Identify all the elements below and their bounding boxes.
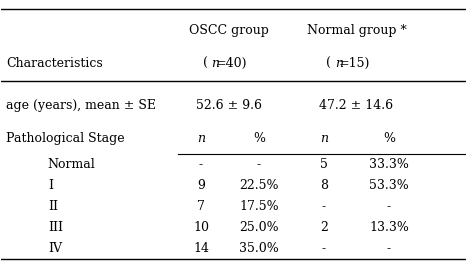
Text: =15): =15)	[339, 57, 370, 70]
Text: n: n	[320, 132, 328, 144]
Text: 7: 7	[197, 200, 205, 213]
Text: 52.6 ± 9.6: 52.6 ± 9.6	[196, 99, 262, 112]
Text: 8: 8	[320, 179, 328, 192]
Text: n: n	[335, 57, 343, 70]
Text: -: -	[257, 158, 261, 171]
Text: Normal group *: Normal group *	[307, 23, 406, 37]
Text: Normal: Normal	[48, 158, 96, 171]
Text: -: -	[387, 200, 391, 213]
Text: IV: IV	[48, 242, 62, 255]
Text: -: -	[322, 242, 326, 255]
Text: 47.2 ± 14.6: 47.2 ± 14.6	[319, 99, 394, 112]
Text: 25.0%: 25.0%	[239, 221, 279, 234]
Text: 13.3%: 13.3%	[369, 221, 409, 234]
Text: n: n	[211, 57, 219, 70]
Text: II: II	[48, 200, 58, 213]
Text: age (years), mean ± SE: age (years), mean ± SE	[6, 99, 156, 112]
Text: %: %	[253, 132, 265, 144]
Text: I: I	[48, 179, 53, 192]
Text: (: (	[203, 57, 208, 70]
Text: -: -	[322, 200, 326, 213]
Text: =40): =40)	[216, 57, 248, 70]
Text: 17.5%: 17.5%	[239, 200, 279, 213]
Text: 53.3%: 53.3%	[369, 179, 409, 192]
Text: 5: 5	[320, 158, 328, 171]
Text: 2: 2	[320, 221, 328, 234]
Text: 22.5%: 22.5%	[239, 179, 279, 192]
Text: 14: 14	[193, 242, 209, 255]
Text: 35.0%: 35.0%	[239, 242, 279, 255]
Text: Pathological Stage: Pathological Stage	[6, 132, 125, 144]
Text: 9: 9	[197, 179, 205, 192]
Text: 10: 10	[193, 221, 209, 234]
Text: 33.3%: 33.3%	[369, 158, 409, 171]
Text: %: %	[383, 132, 395, 144]
Text: (: (	[326, 57, 332, 70]
Text: -: -	[387, 242, 391, 255]
Text: Characteristics: Characteristics	[6, 57, 103, 70]
Text: -: -	[199, 158, 203, 171]
Text: n: n	[197, 132, 205, 144]
Text: III: III	[48, 221, 63, 234]
Text: OSCC group: OSCC group	[189, 23, 269, 37]
